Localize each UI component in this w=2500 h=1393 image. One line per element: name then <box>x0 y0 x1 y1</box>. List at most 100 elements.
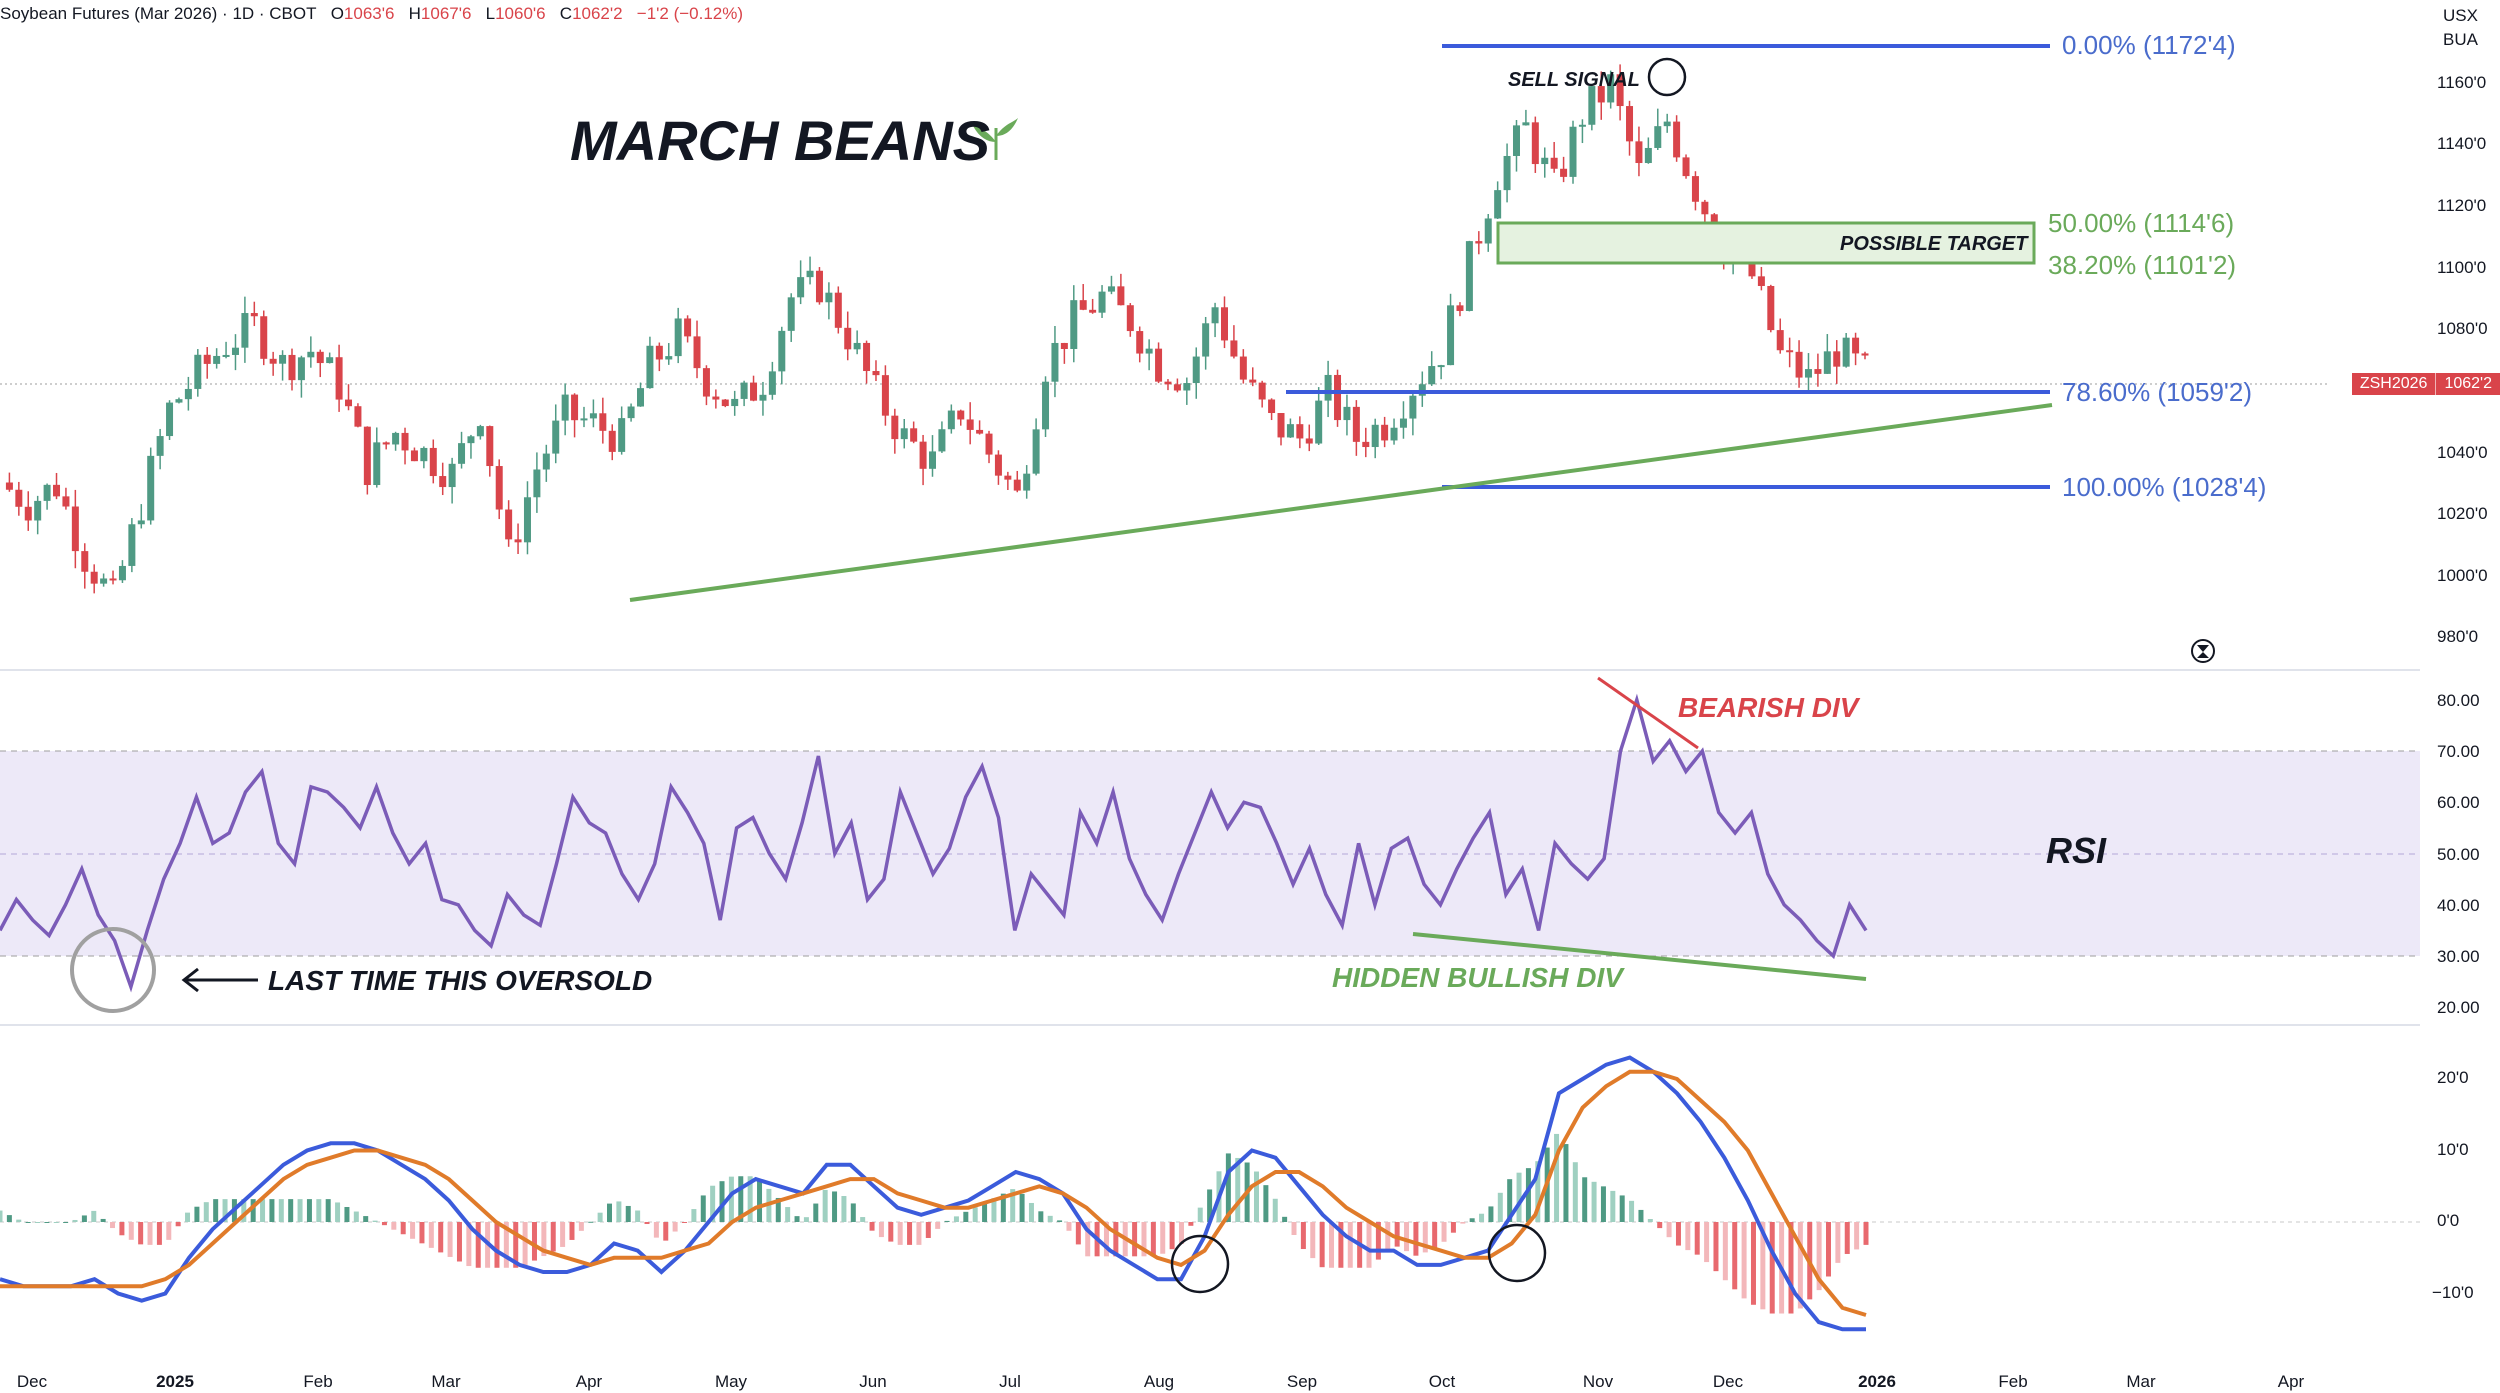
candle-body <box>1343 406 1351 421</box>
candle-body <box>118 565 126 581</box>
histogram-bar <box>757 1179 763 1222</box>
sell-signal-label: SELL SIGNAL <box>1508 69 1640 91</box>
histogram-bar <box>1825 1222 1831 1277</box>
histogram-bar <box>653 1222 659 1238</box>
histogram-bar <box>1225 1153 1231 1222</box>
candle-body <box>231 347 239 355</box>
candle-body <box>1428 366 1436 385</box>
time-axis-tick: Mar <box>431 1372 461 1391</box>
candle-body <box>1145 348 1153 354</box>
candle-body <box>128 524 136 566</box>
macd-cross-circle-2[interactable] <box>1487 1223 1547 1283</box>
macd-axis-tick: 0'0 <box>2437 1211 2460 1230</box>
histogram-bar <box>185 1212 191 1222</box>
candle-body <box>1023 473 1031 491</box>
histogram-bar <box>44 1222 50 1223</box>
candle-body <box>1042 381 1050 430</box>
histogram-bar <box>1066 1222 1072 1231</box>
histogram-bar <box>1760 1222 1766 1310</box>
candle-body <box>373 442 381 486</box>
candle-body <box>1484 218 1492 244</box>
histogram-bar <box>888 1222 894 1242</box>
histogram-bar <box>1563 1144 1569 1222</box>
histogram-bar <box>1422 1222 1428 1253</box>
histogram-bar <box>1797 1222 1803 1309</box>
candle-body <box>354 406 362 427</box>
currency-unit[interactable]: USX BUA <box>2443 4 2478 52</box>
clock-icon[interactable] <box>2191 639 2215 663</box>
histogram-bar <box>166 1222 172 1240</box>
candle-body <box>439 476 447 488</box>
candle-body <box>1117 286 1125 306</box>
candle-body <box>1381 424 1389 441</box>
candle-body <box>693 336 701 369</box>
histogram-bar <box>625 1205 631 1222</box>
histogram-bar <box>1291 1222 1297 1235</box>
histogram-bar <box>728 1176 734 1222</box>
candle-body <box>618 418 626 452</box>
candle-body <box>891 415 899 440</box>
histogram-bar <box>456 1222 462 1262</box>
histogram-bar <box>16 1219 22 1222</box>
histogram-bar <box>147 1222 153 1245</box>
time-axis-tick: Nov <box>1582 1372 1614 1391</box>
seedling-icon <box>972 118 1018 160</box>
histogram-bar <box>897 1222 903 1245</box>
candle-body <box>1362 441 1370 448</box>
histogram-bar <box>138 1222 144 1245</box>
sell-signal-circle[interactable] <box>1647 57 1687 97</box>
candle-body <box>1286 424 1294 438</box>
histogram-bar <box>1704 1222 1710 1263</box>
histogram-bar <box>194 1206 200 1222</box>
symbol-title[interactable]: Soybean Futures (Mar 2026) · 1D · CBOT <box>0 4 317 23</box>
candle-body <box>316 351 324 364</box>
candle-body <box>702 368 710 397</box>
oversold-circle[interactable] <box>70 927 156 1013</box>
candle-body <box>825 292 833 303</box>
candle-body <box>1437 365 1445 368</box>
histogram-bar <box>1554 1133 1560 1222</box>
price-axis-tick: 1000'0 <box>2437 566 2488 585</box>
histogram-bar <box>1657 1222 1663 1229</box>
histogram-bar <box>916 1222 922 1245</box>
histogram-bar <box>1582 1177 1588 1222</box>
uptrend-line[interactable] <box>629 403 2053 602</box>
candle-body <box>1588 86 1596 125</box>
hidden-bullish-div-label: HIDDEN BULLISH DIV <box>1332 962 1623 993</box>
histogram-bar <box>175 1222 181 1227</box>
candle-body <box>655 345 663 360</box>
candle-body <box>109 578 117 581</box>
bearish-div-line[interactable] <box>1597 676 1699 750</box>
possible-target-zone[interactable] <box>1496 221 2036 265</box>
candle-body <box>213 355 221 364</box>
candle-body <box>1804 369 1812 378</box>
histogram-bar <box>953 1216 959 1222</box>
histogram-bar <box>1178 1222 1184 1244</box>
candle-body <box>787 297 795 331</box>
rsi-label: RSI <box>2046 830 2107 871</box>
histogram-bar <box>635 1210 641 1222</box>
candle-body <box>815 270 823 303</box>
candle-body <box>345 399 353 407</box>
histogram-bar <box>1610 1190 1616 1222</box>
histogram-bar <box>1750 1222 1756 1305</box>
hidden-bullish-div-line[interactable] <box>1412 932 1867 981</box>
histogram-bar <box>1375 1222 1381 1260</box>
histogram-bar <box>1769 1222 1775 1314</box>
candle-body <box>1691 176 1699 202</box>
fib-label-100: 100.00% (1028'4) <box>2062 472 2267 502</box>
fib-label-382: 38.20% (1101'2) <box>2048 250 2237 280</box>
histogram-bar <box>1694 1222 1700 1255</box>
candle-body <box>156 436 164 456</box>
candle-body <box>429 447 437 477</box>
current-price-badge[interactable]: ZSH2026 1062'2 <box>2351 373 2500 395</box>
macd-cross-circle-1[interactable] <box>1170 1234 1230 1294</box>
histogram-bar <box>1319 1222 1325 1268</box>
histogram-bar <box>1488 1206 1494 1222</box>
candle-body <box>1550 157 1558 169</box>
histogram-bar <box>344 1206 350 1222</box>
candle-body <box>552 420 560 454</box>
candle-body <box>420 447 428 462</box>
candle-body <box>297 357 305 381</box>
